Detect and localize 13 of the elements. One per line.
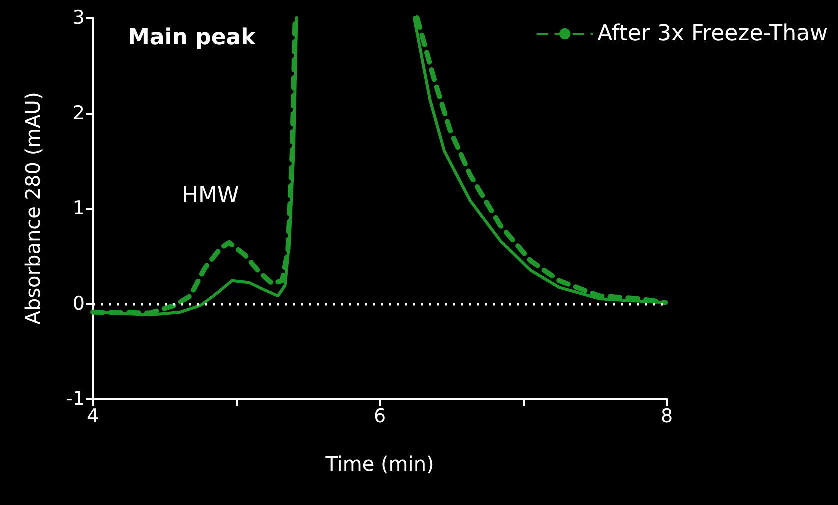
- y-tick-label: 1: [72, 198, 85, 220]
- annotation: Main peak: [128, 26, 258, 50]
- y-axis-title: Absorbance 280 (mAU): [21, 92, 45, 325]
- x-tick-label: 6: [374, 406, 386, 428]
- y-tick-label: 2: [72, 102, 85, 124]
- x-axis-title: Time (min): [324, 452, 434, 476]
- x-tick-label: 4: [86, 406, 100, 428]
- y-tick-label: 0: [72, 292, 85, 315]
- legend-label: After 3x Freeze-Thaw: [598, 22, 828, 46]
- x-tick-label: 8: [660, 406, 674, 428]
- y-tick-label: -1: [66, 388, 85, 410]
- y-tick-label: 3: [72, 7, 85, 29]
- annotation: HMW: [182, 184, 240, 208]
